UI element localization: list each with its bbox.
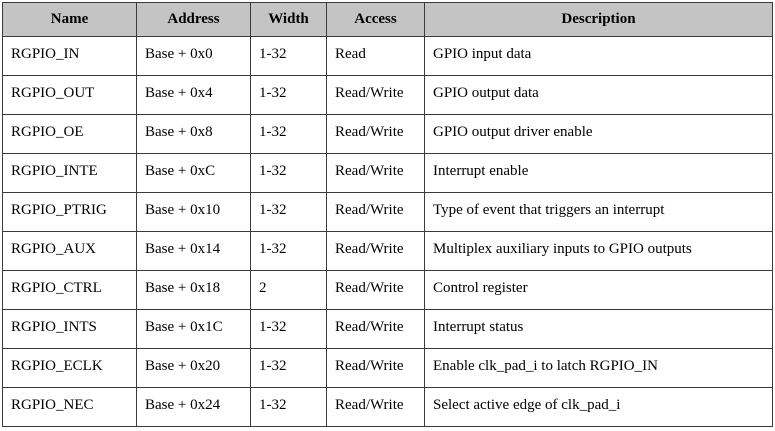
cell-name: RGPIO_ECLK — [2, 348, 137, 388]
header-access: Access — [326, 2, 425, 37]
header-width: Width — [250, 2, 327, 37]
table-row: RGPIO_INTE Base + 0xC 1-32 Read/Write In… — [2, 153, 773, 193]
cell-description: Select active edge of clk_pad_i — [424, 387, 773, 427]
table-row: RGPIO_AUX Base + 0x14 1-32 Read/Write Mu… — [2, 231, 773, 271]
cell-width: 1-32 — [250, 309, 327, 349]
cell-address: Base + 0x1C — [136, 309, 251, 349]
cell-address: Base + 0x8 — [136, 114, 251, 154]
cell-address: Base + 0x14 — [136, 231, 251, 271]
table-row: RGPIO_NEC Base + 0x24 1-32 Read/Write Se… — [2, 387, 773, 427]
cell-name: RGPIO_OE — [2, 114, 137, 154]
cell-access: Read/Write — [326, 270, 425, 310]
table-row: RGPIO_INTS Base + 0x1C 1-32 Read/Write I… — [2, 309, 773, 349]
cell-access: Read/Write — [326, 387, 425, 427]
cell-width: 1-32 — [250, 231, 327, 271]
cell-name: RGPIO_OUT — [2, 75, 137, 115]
cell-address: Base + 0x24 — [136, 387, 251, 427]
cell-width: 2 — [250, 270, 327, 310]
cell-address: Base + 0x10 — [136, 192, 251, 232]
header-address: Address — [136, 2, 251, 37]
cell-address: Base + 0xC — [136, 153, 251, 193]
cell-name: RGPIO_CTRL — [2, 270, 137, 310]
cell-description: GPIO output data — [424, 75, 773, 115]
cell-description: Enable clk_pad_i to latch RGPIO_IN — [424, 348, 773, 388]
cell-access: Read/Write — [326, 153, 425, 193]
cell-description: GPIO input data — [424, 36, 773, 76]
table-row: RGPIO_IN Base + 0x0 1-32 Read GPIO input… — [2, 36, 773, 76]
cell-access: Read/Write — [326, 309, 425, 349]
cell-description: Interrupt status — [424, 309, 773, 349]
cell-access: Read/Write — [326, 114, 425, 154]
cell-description: GPIO output driver enable — [424, 114, 773, 154]
cell-address: Base + 0x20 — [136, 348, 251, 388]
cell-width: 1-32 — [250, 36, 327, 76]
cell-description: Control register — [424, 270, 773, 310]
cell-access: Read/Write — [326, 231, 425, 271]
cell-width: 1-32 — [250, 348, 327, 388]
cell-name: RGPIO_NEC — [2, 387, 137, 427]
cell-description: Interrupt enable — [424, 153, 773, 193]
cell-name: RGPIO_IN — [2, 36, 137, 76]
cell-access: Read/Write — [326, 75, 425, 115]
cell-access: Read — [326, 36, 425, 76]
table-row: RGPIO_PTRIG Base + 0x10 1-32 Read/Write … — [2, 192, 773, 232]
header-row: Name Address Width Access Description — [2, 2, 773, 37]
header-description: Description — [424, 2, 773, 37]
cell-access: Read/Write — [326, 348, 425, 388]
cell-name: RGPIO_INTS — [2, 309, 137, 349]
table-row: RGPIO_OUT Base + 0x4 1-32 Read/Write GPI… — [2, 75, 773, 115]
cell-width: 1-32 — [250, 192, 327, 232]
table-row: RGPIO_CTRL Base + 0x18 2 Read/Write Cont… — [2, 270, 773, 310]
cell-width: 1-32 — [250, 114, 327, 154]
cell-width: 1-32 — [250, 153, 327, 193]
cell-address: Base + 0x4 — [136, 75, 251, 115]
cell-name: RGPIO_INTE — [2, 153, 137, 193]
cell-address: Base + 0x0 — [136, 36, 251, 76]
cell-width: 1-32 — [250, 387, 327, 427]
cell-description: Type of event that triggers an interrupt — [424, 192, 773, 232]
cell-name: RGPIO_AUX — [2, 231, 137, 271]
cell-access: Read/Write — [326, 192, 425, 232]
cell-description: Multiplex auxiliary inputs to GPIO outpu… — [424, 231, 773, 271]
cell-width: 1-32 — [250, 75, 327, 115]
table-row: RGPIO_ECLK Base + 0x20 1-32 Read/Write E… — [2, 348, 773, 388]
cell-address: Base + 0x18 — [136, 270, 251, 310]
header-name: Name — [2, 2, 137, 37]
table-row: RGPIO_OE Base + 0x8 1-32 Read/Write GPIO… — [2, 114, 773, 154]
cell-name: RGPIO_PTRIG — [2, 192, 137, 232]
